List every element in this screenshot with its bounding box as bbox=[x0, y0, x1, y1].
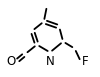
Text: N: N bbox=[46, 55, 54, 68]
Text: F: F bbox=[82, 55, 88, 68]
Text: O: O bbox=[6, 55, 15, 68]
